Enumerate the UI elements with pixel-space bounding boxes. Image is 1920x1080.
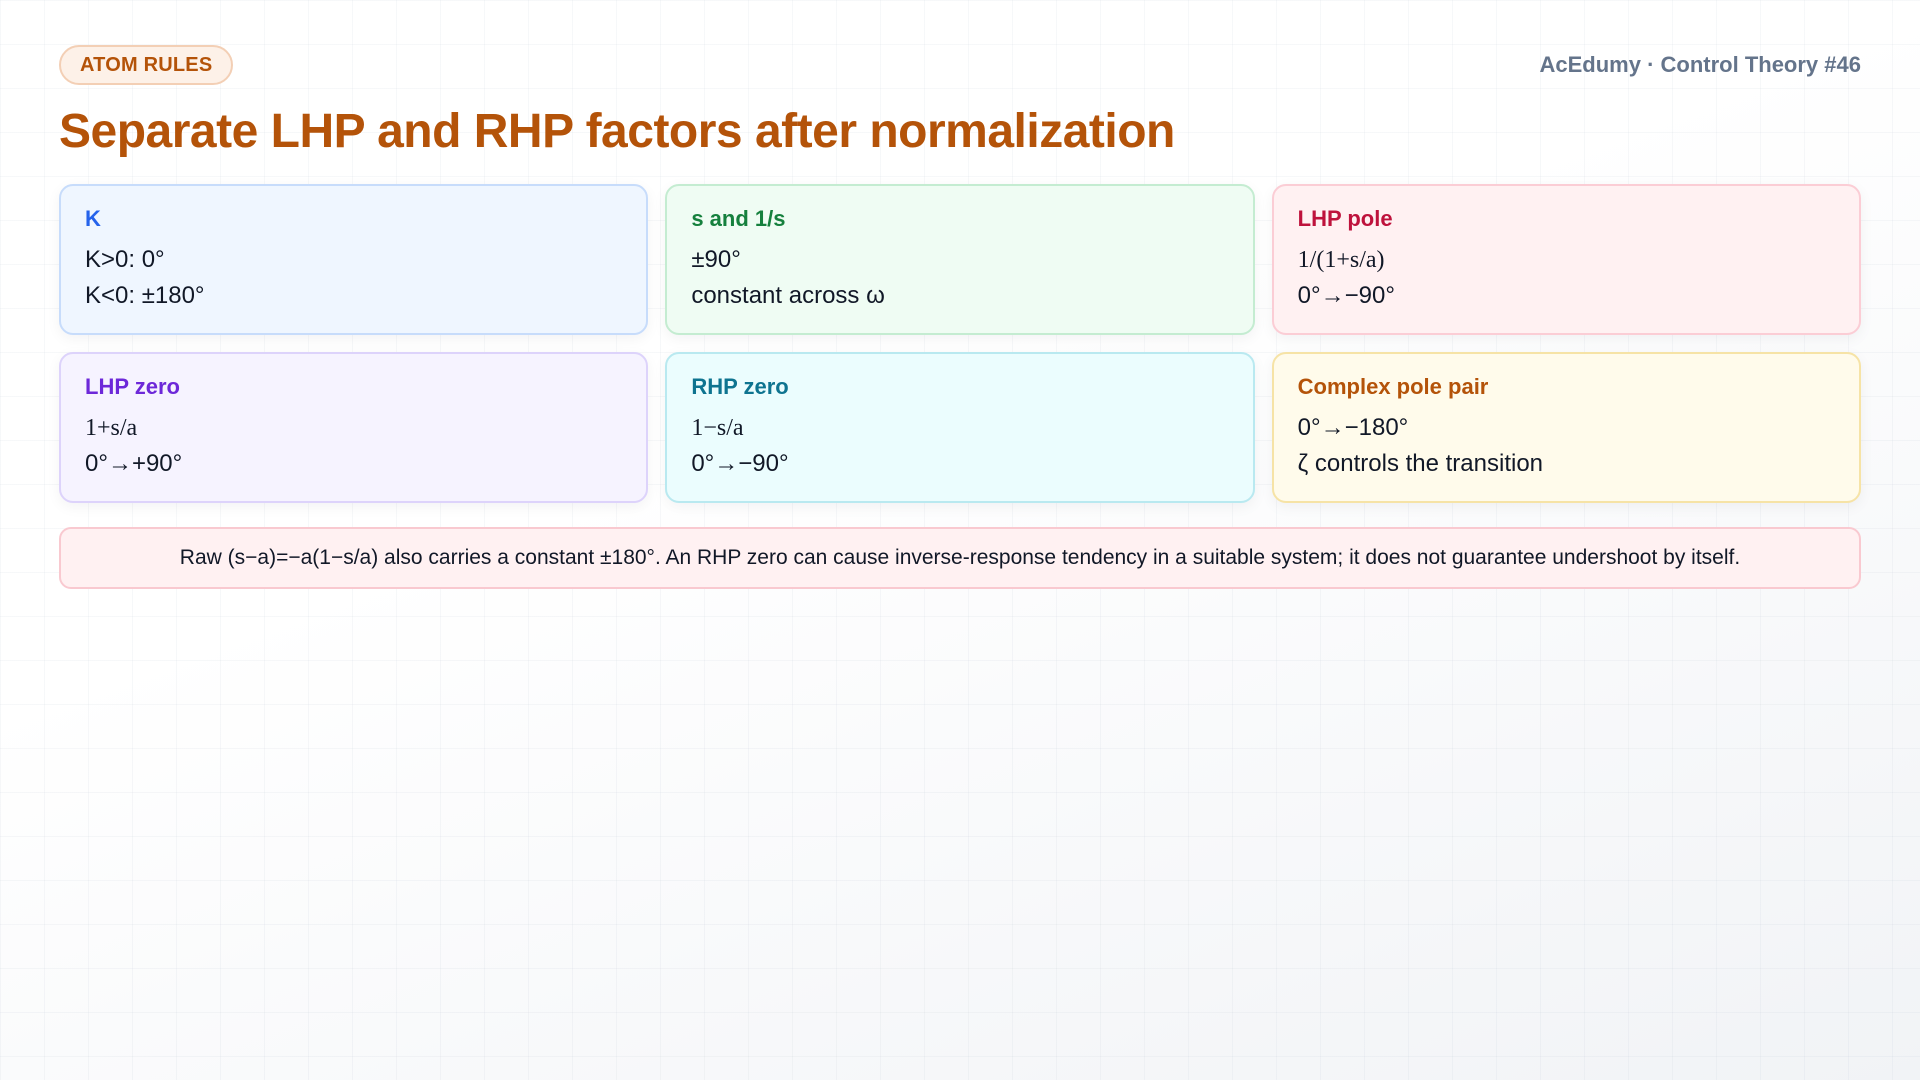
- note: Raw (s−a)=−a(1−s/a) also carries a const…: [59, 527, 1861, 589]
- card: s and 1/s ±90° constant across ω: [665, 184, 1255, 335]
- card-line: ζ controls the transition: [1297, 450, 1544, 477]
- card-line: 1/(1+s/a): [1297, 247, 1385, 273]
- card-title: RHP zero: [691, 374, 789, 399]
- card-line: 0°→−90°: [691, 450, 789, 477]
- card: LHP zero 1+s/a 0°→+90°: [59, 352, 649, 503]
- card-line: 0°→−180°: [1297, 414, 1409, 441]
- title: Separate LHP and RHP factors after norma…: [59, 105, 1175, 158]
- card-line: K<0: ±180°: [85, 282, 205, 309]
- card-grid: K K>0: 0° K<0: ±180° s and 1/s ±90° cons…: [59, 184, 1861, 503]
- card-line: K>0: 0°: [85, 246, 165, 273]
- card: Complex pole pair 0°→−180° ζ controls th…: [1271, 352, 1861, 503]
- card-line: 1+s/a: [85, 415, 138, 441]
- card-line: ±90°: [691, 246, 741, 273]
- brand: AcEdumy · Control Theory #46: [1539, 52, 1861, 77]
- card: LHP pole 1/(1+s/a) 0°→−90°: [1271, 184, 1861, 335]
- card-title: K: [85, 206, 101, 231]
- card-line: 0°→+90°: [85, 450, 183, 477]
- card: K K>0: 0° K<0: ±180°: [59, 184, 649, 335]
- badge: ATOM RULES: [59, 45, 234, 85]
- card-title: LHP pole: [1297, 206, 1393, 231]
- card-title: s and 1/s: [691, 206, 786, 231]
- card: RHP zero 1−s/a 0°→−90°: [665, 352, 1255, 503]
- card-line: constant across ω: [691, 282, 885, 309]
- card-line: 1−s/a: [691, 415, 744, 441]
- card-line: 0°→−90°: [1297, 282, 1395, 309]
- card-title: Complex pole pair: [1297, 374, 1489, 399]
- card-title: LHP zero: [85, 374, 180, 399]
